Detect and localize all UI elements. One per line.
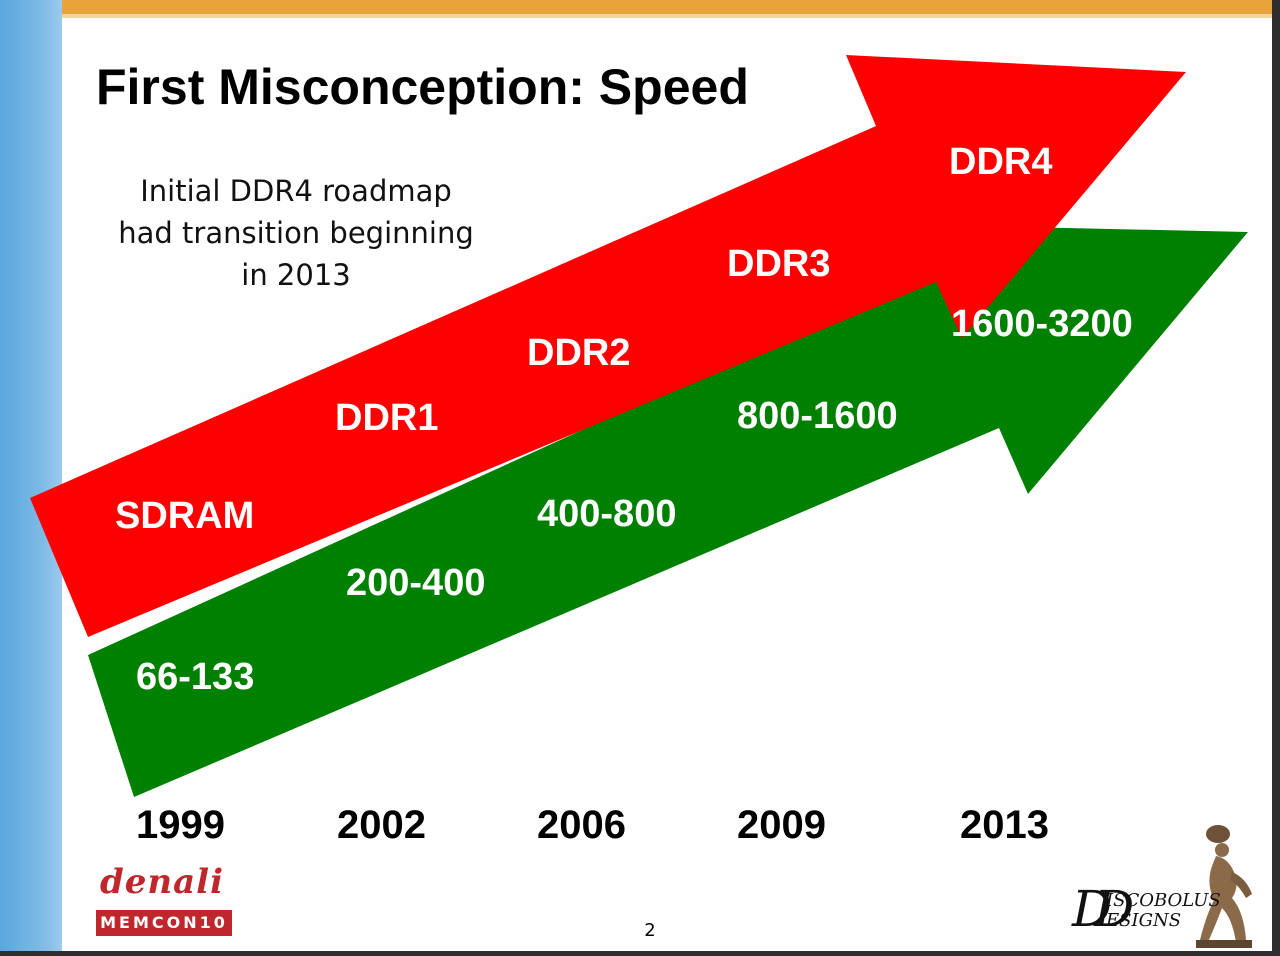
tech-label-sdram: SDRAM xyxy=(115,495,254,537)
speed-label-800-1600: 800-1600 xyxy=(737,395,898,437)
year-2009: 2009 xyxy=(737,803,826,847)
page-number: 2 xyxy=(644,920,656,941)
top-accent-shade xyxy=(0,14,1280,18)
slide-title: First Misconception: Speed xyxy=(96,59,749,115)
technology-arrow xyxy=(30,55,1186,637)
discobolus-statue-icon xyxy=(1196,825,1252,948)
left-accent-bar xyxy=(0,0,62,956)
speed-arrow xyxy=(88,225,1248,797)
year-1999: 1999 xyxy=(136,803,225,847)
speed-label-200-400: 200-400 xyxy=(346,562,485,604)
tech-label-ddr2: DDR2 xyxy=(527,332,630,374)
speed-label-1600-3200: 1600-3200 xyxy=(951,303,1133,345)
tech-label-ddr1: DDR1 xyxy=(335,397,438,439)
bottom-edge xyxy=(0,951,1280,956)
speed-label-400-800: 400-800 xyxy=(537,493,676,535)
year-2013: 2013 xyxy=(960,803,1049,847)
discobolus-line2: ESIGNS xyxy=(1106,910,1182,931)
speed-label-66-133: 66-133 xyxy=(136,656,254,698)
denali-memcon-logo: denali MEMCON10 xyxy=(96,862,246,940)
discobolus-line1: ISCOBOLUS xyxy=(1106,890,1221,911)
tech-label-ddr4: DDR4 xyxy=(949,141,1052,183)
denali-wordmark: denali xyxy=(100,862,224,902)
discobolus-designs-logo: DD ISCOBOLUS ESIGNS xyxy=(1068,820,1268,950)
top-accent-bar xyxy=(0,0,1280,14)
roadmap-note: Initial DDR4 roadmap had transition begi… xyxy=(118,174,474,292)
tech-label-ddr3: DDR3 xyxy=(727,243,830,285)
year-2002: 2002 xyxy=(337,803,426,847)
right-edge xyxy=(1272,0,1280,956)
memcon-badge: MEMCON10 xyxy=(96,910,232,936)
year-2006: 2006 xyxy=(537,803,626,847)
